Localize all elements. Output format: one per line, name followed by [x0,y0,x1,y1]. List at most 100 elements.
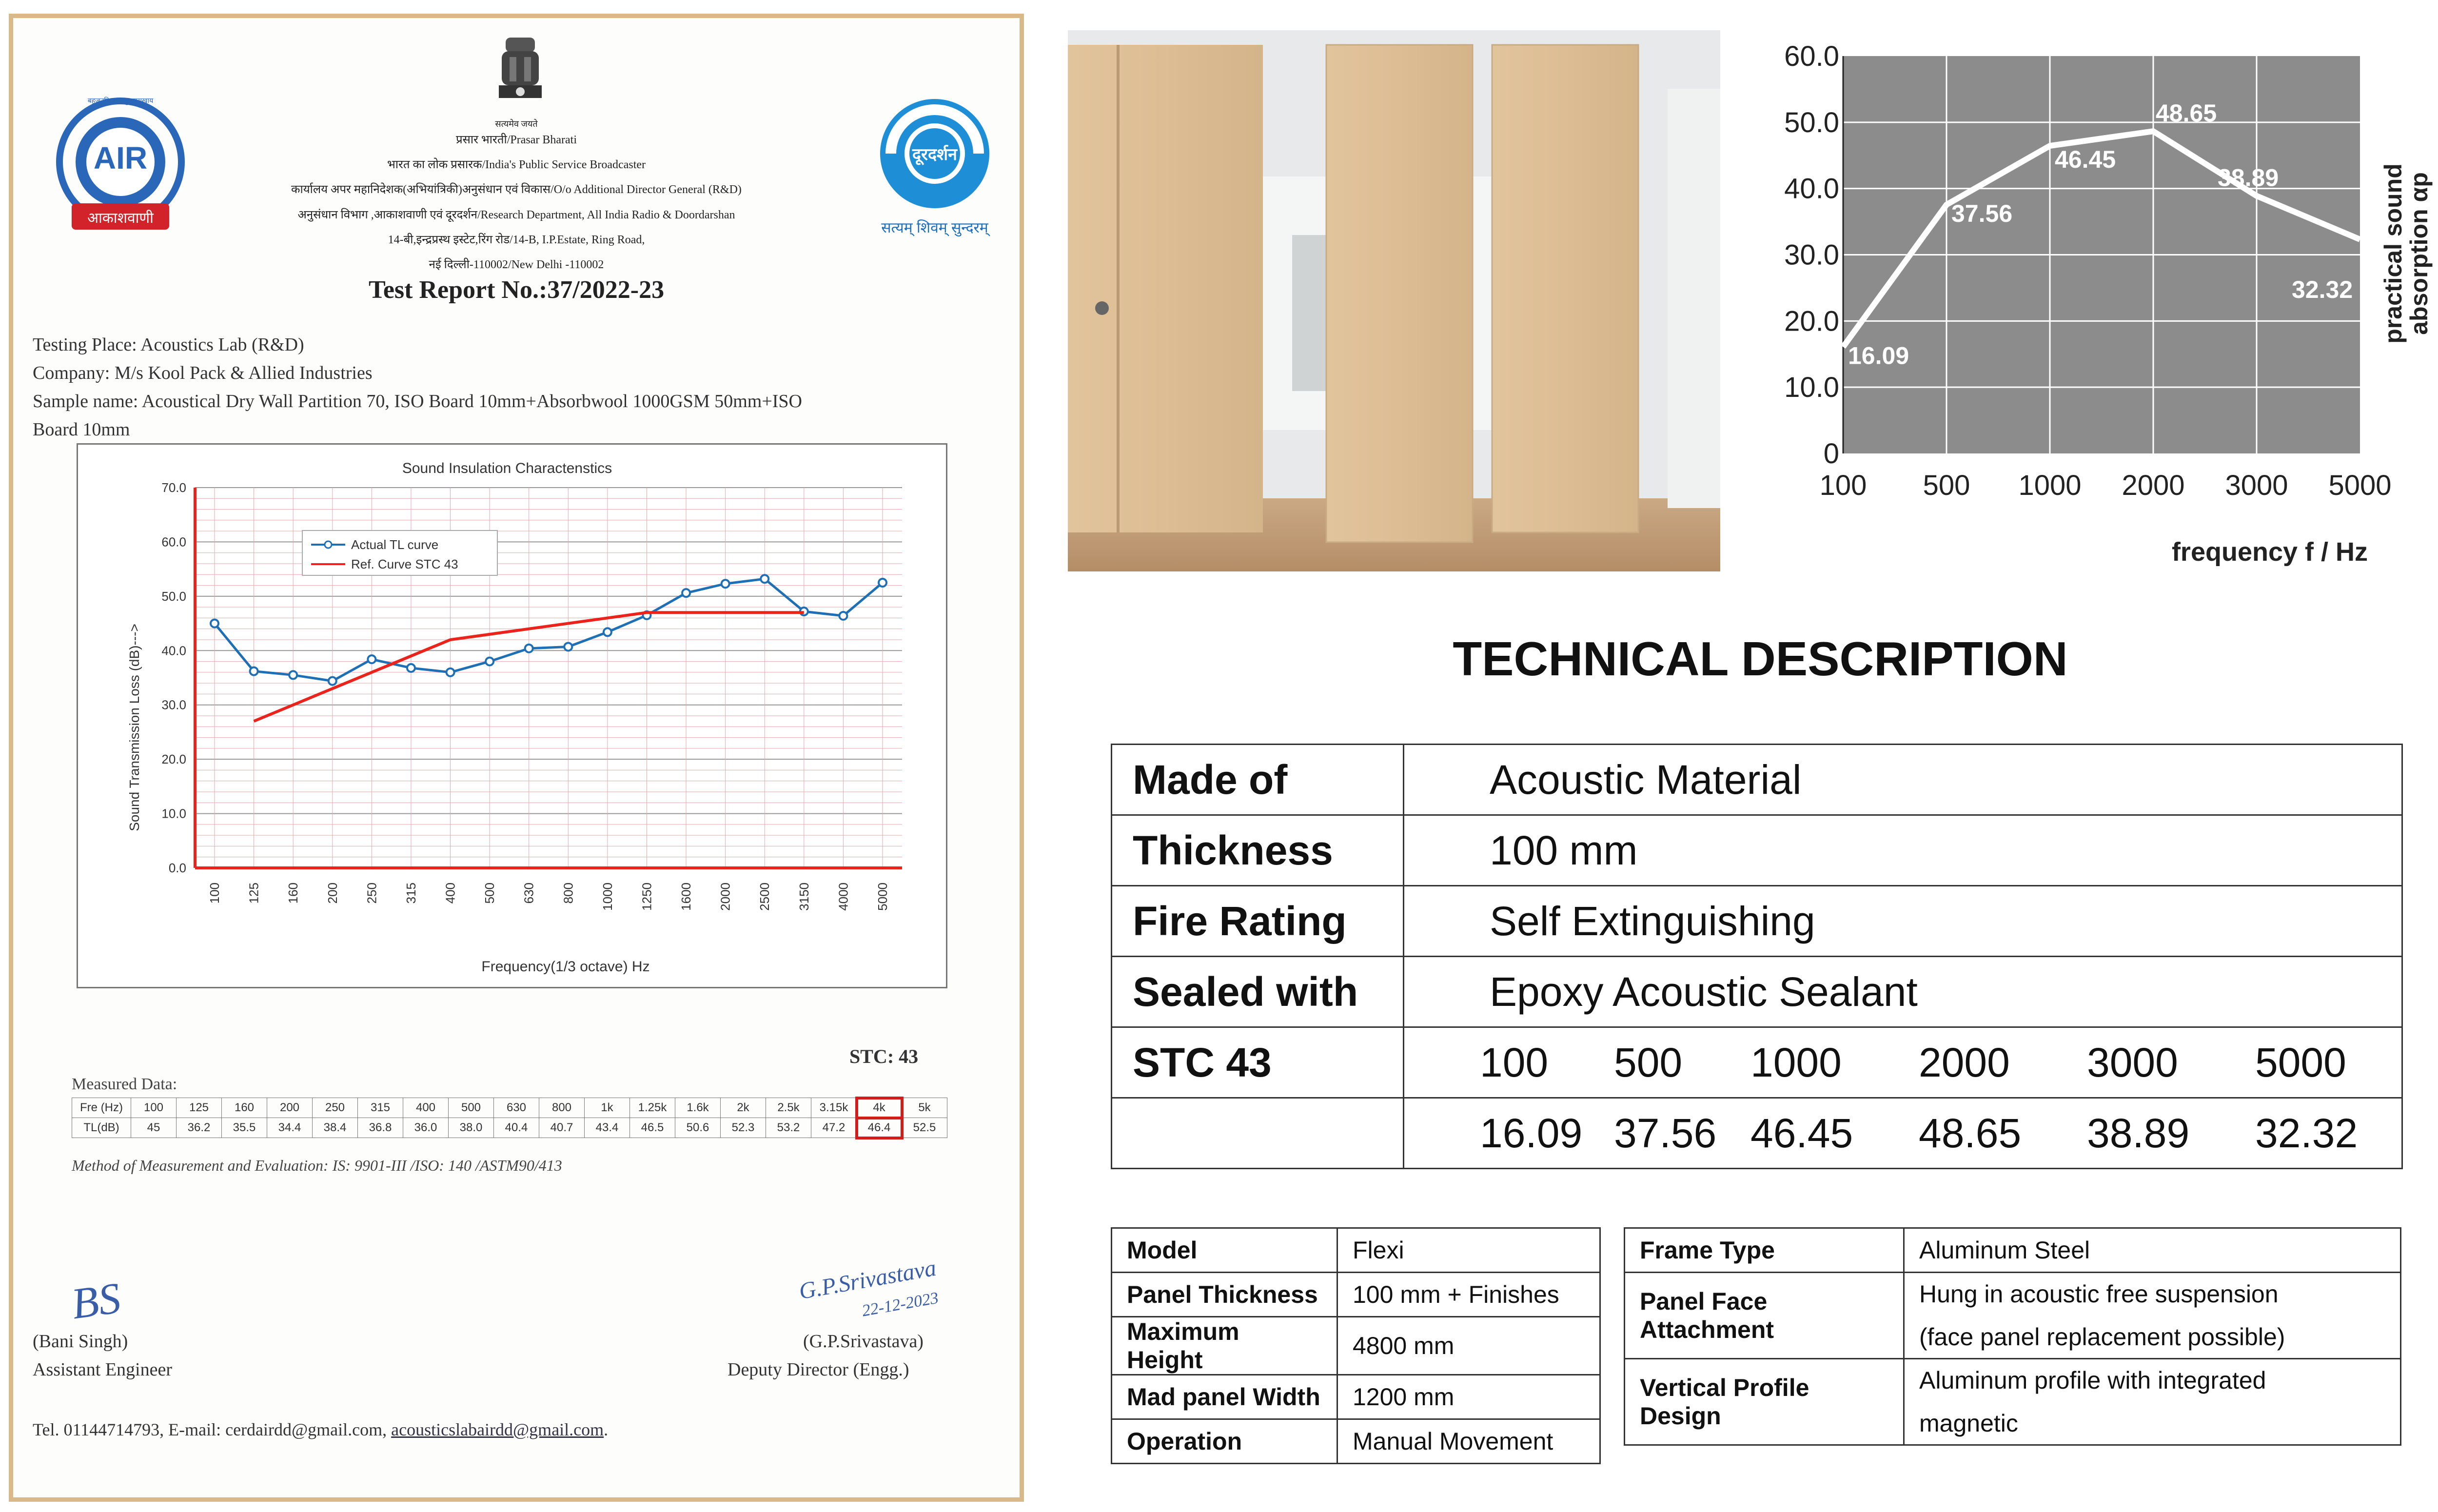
x-tick-label: 500 [1923,470,1970,501]
x-tick-label: 5000 [2328,470,2391,501]
chart-title: Sound Insulation Charactenstics [402,460,612,476]
freq-cell: 1k [584,1098,630,1118]
data-point [760,574,770,584]
tl-cell: 34.4 [267,1118,313,1138]
data-point [878,578,887,588]
report-number: Test Report No.:37/2022-23 [368,276,665,304]
header-line-2: भारत का लोक प्रसारक/India's Public Servi… [387,158,646,171]
technical-description-title: TECHNICAL DESCRIPTION [1453,632,2068,686]
tl-cell: 36.8 [357,1118,403,1138]
spec-value-line: magnetic [1919,1410,2018,1437]
freq-cell: 250 [312,1098,358,1118]
spec-key: Mad panel Width [1111,1374,1338,1420]
absorption-data-label: 46.45 [2055,146,2116,173]
x-tick-label: 100 [1820,470,1867,501]
x-tick-label: 100 [207,883,222,903]
freq-cell: 4k [855,1096,904,1119]
y-tick-label: 20.0 [161,752,186,766]
absorption-data-label: 38.89 [2218,164,2279,192]
measurement-method: Method of Measurement and Evaluation: IS… [72,1157,562,1174]
stc-value: 48.65 [1919,1110,2022,1156]
x-tick-label: 630 [522,883,536,903]
freq-cell: 800 [539,1098,585,1118]
spec-value: 1200 mm [1337,1374,1601,1420]
stc-frequency: 5000 [2255,1039,2346,1085]
spec-value-line: Hung in acoustic free suspension [1919,1280,2279,1308]
right-signatory-title: Deputy Director (Engg.) [727,1359,909,1380]
left-signature: BS [68,1274,124,1329]
tl-cell: 45 [131,1118,177,1138]
table-row: TL(dB) 45 36.2 35.5 34.4 38.4 36.8 36.0 38.0 40.4… [72,1116,947,1139]
tl-cell: 43.4 [584,1118,630,1138]
table-row: Sealed with Epoxy Acoustic Sealant [1111,956,2403,1028]
legend-actual-tl: Actual TL curve [351,537,438,552]
table-row: Model Flexi [1111,1227,1601,1273]
stc-value: 32.32 [2255,1110,2358,1156]
tl-cell: 38.0 [448,1118,494,1138]
table-row: Thickness 100 mm [1111,814,2403,886]
dd-logo-text: दूरदर्शन [912,145,957,164]
freq-row-head: Fre (Hz) [72,1098,131,1118]
y-tick-label: 0 [1824,438,1839,470]
stc-frequency: 1000 [1750,1039,1842,1085]
x-tick-label: 160 [286,883,300,903]
data-point [367,654,377,665]
spec-table-left: Model Flexi Panel Thickness 100 mm + Finish… [1111,1227,1601,1464]
freq-cell: 400 [403,1098,449,1118]
x-tick-label: 2000 [2122,470,2184,501]
left-signatory-name: (Bani Singh) [33,1331,128,1352]
freq-cell: 500 [448,1098,494,1118]
table-row: Mad panel Width 1200 mm [1111,1374,1601,1420]
sound-absorption-chart: 0 10.0 20.0 30.0 40.0 50.0 60.0 100 500 1000 2000… [1784,40,2433,567]
tl-cell: 46.4 [855,1116,904,1139]
stc-ref-line [253,611,804,723]
freq-cell: 315 [357,1098,403,1118]
chart-x-label: Frequency(1/3 octave) Hz [481,959,649,975]
x-tick-label: 500 [482,883,497,903]
contact-email-link[interactable]: acousticslabairdd@gmail.com [391,1420,604,1439]
stc-frequencies: 100 500 1000 2000 3000 5000 [1480,1039,2401,1086]
sound-insulation-chart: 0.0 10.0 20.0 30.0 40.0 50.0 60.0 70.0 100 125 16… [127,460,902,975]
spec-key: Operation [1111,1418,1338,1464]
y-tick-label: 60.0 [161,534,186,549]
spec-key: Maximum Height [1111,1316,1338,1375]
freq-cell: 3.15k [811,1098,857,1118]
stc-frequency: 3000 [2087,1039,2178,1085]
stc-values: 16.09 37.56 46.45 48.65 38.89 32.32 [1480,1110,2401,1157]
data-point [602,627,612,637]
absorption-y-label-1: practical sound [2379,163,2407,344]
y-tick-label: 50.0 [161,589,186,604]
x-tick-label: 1600 [679,883,693,911]
freq-cell: 5k [902,1098,947,1118]
table-row: Panel Thickness 100 mm + Finishes [1111,1272,1601,1317]
y-tick-label: 20.0 [1784,305,1839,337]
stc-value: 37.56 [1614,1110,1717,1156]
actual-tl-line [214,577,884,683]
tl-cell: 50.6 [675,1118,721,1138]
spec-key: Frame Type [1624,1227,1905,1273]
contact-line: Tel. 01144714793, E-mail: cerdairdd@gmai… [33,1419,608,1440]
tl-cell: 38.4 [312,1118,358,1138]
y-tick-label: 40.0 [161,643,186,658]
technical-description-table: Made of Acoustic Material Thickness 100 mm… [1111,744,2403,1169]
legend-ref-curve: Ref. Curve STC 43 [351,557,458,571]
tl-cell: 40.4 [493,1118,539,1138]
tl-cell: 36.2 [176,1118,222,1138]
x-tick-label: 1000 [600,883,615,911]
measured-data-label: Measured Data: [72,1075,177,1093]
spec-table-right: Frame Type Aluminum Steel Panel Face Atta… [1624,1227,2401,1446]
x-tick-label: 1250 [639,883,654,911]
absorption-y-label-2: absorption αp [2405,172,2433,335]
spec-value: 100 mm + Finishes [1337,1272,1601,1317]
data-point [445,667,455,677]
tech-key: Thickness [1111,814,1404,886]
stc-frequency: 500 [1614,1039,1683,1085]
data-point [524,643,534,653]
spec-key: Model [1111,1227,1338,1273]
measured-data-table: Fre (Hz) 100 125 160 200 250 315 400 500 630 800 1k… [72,1096,947,1139]
freq-cell: 125 [176,1098,222,1118]
spec-value-line: Aluminum profile with integrated [1919,1367,2266,1394]
tl-cell: 46.5 [629,1118,675,1138]
spec-value-line: (face panel replacement possible) [1919,1323,2285,1351]
stc-rating: STC: 43 [849,1045,919,1067]
